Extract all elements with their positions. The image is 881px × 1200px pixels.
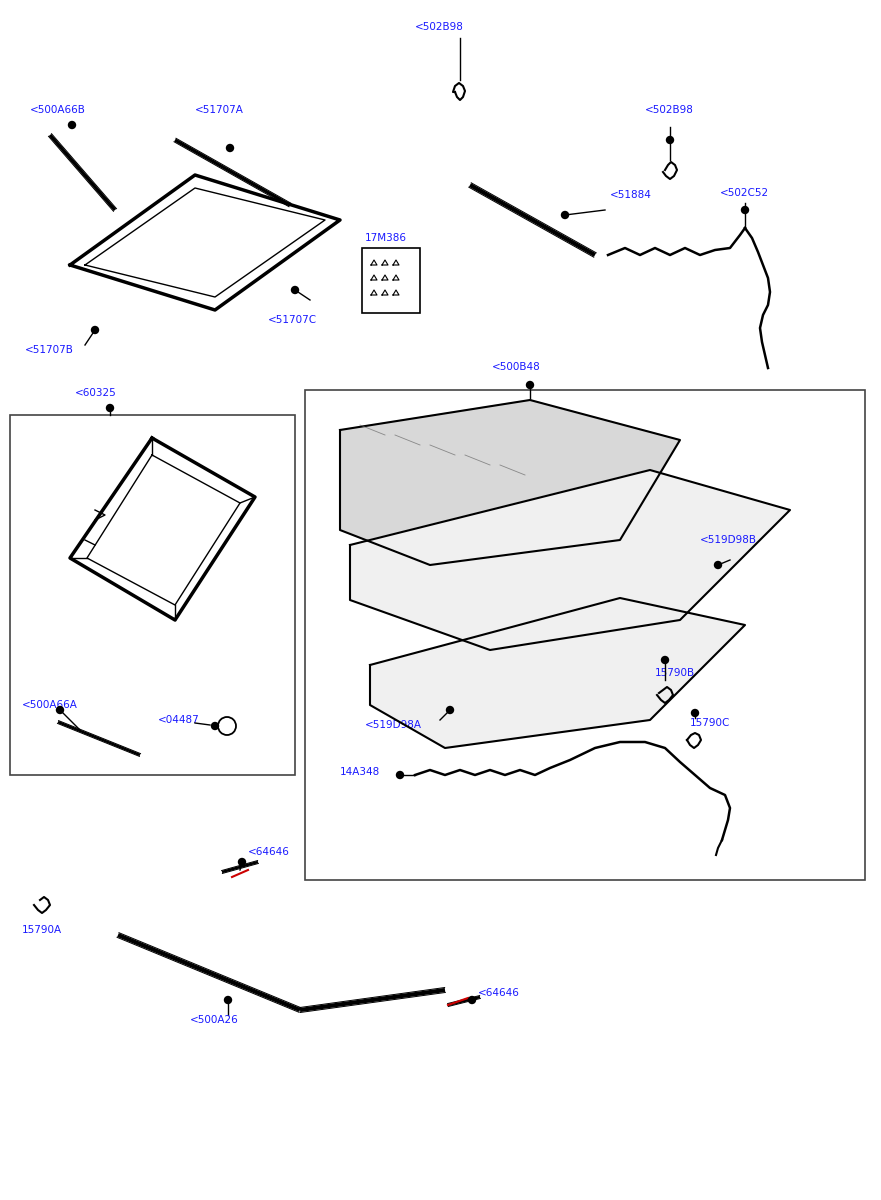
Text: <04487: <04487: [158, 715, 200, 725]
Circle shape: [447, 707, 454, 714]
Text: <502B98: <502B98: [645, 104, 694, 115]
Circle shape: [226, 144, 233, 151]
Text: <500B48: <500B48: [492, 362, 541, 372]
Bar: [305, 390, 865, 880]
Circle shape: [742, 206, 749, 214]
Text: <500A26: <500A26: [190, 1015, 239, 1025]
Circle shape: [107, 404, 114, 412]
Circle shape: [225, 996, 232, 1003]
Circle shape: [92, 326, 99, 334]
Circle shape: [662, 656, 669, 664]
Circle shape: [292, 287, 299, 294]
Text: <64646: <64646: [478, 988, 520, 998]
Circle shape: [69, 121, 76, 128]
Text: <51884: <51884: [610, 190, 652, 200]
Text: <519D98A: <519D98A: [365, 720, 422, 730]
Text: <500A66B: <500A66B: [30, 104, 85, 115]
Circle shape: [527, 382, 534, 389]
Circle shape: [211, 722, 218, 730]
Circle shape: [561, 211, 568, 218]
Text: 17M386: 17M386: [365, 233, 407, 242]
Polygon shape: [350, 470, 790, 650]
Bar: [362, 248, 420, 313]
Text: <64646: <64646: [248, 847, 290, 857]
Polygon shape: [370, 598, 745, 748]
Text: <500A66A: <500A66A: [22, 700, 78, 710]
Circle shape: [56, 707, 63, 714]
Text: <502B98: <502B98: [415, 22, 464, 32]
Circle shape: [692, 709, 699, 716]
Polygon shape: [340, 400, 680, 565]
Text: 14A348: 14A348: [340, 767, 381, 778]
Text: <51707C: <51707C: [268, 314, 317, 325]
Text: <519D98B: <519D98B: [700, 535, 757, 545]
Text: 15790A: 15790A: [22, 925, 63, 935]
Circle shape: [714, 562, 722, 569]
Circle shape: [667, 137, 673, 144]
Text: <51707A: <51707A: [195, 104, 244, 115]
Text: <502C52: <502C52: [720, 188, 769, 198]
Text: 15790B: 15790B: [655, 668, 695, 678]
Circle shape: [239, 858, 246, 865]
Text: 15790C: 15790C: [690, 718, 730, 728]
Bar: [10, 415, 295, 775]
Circle shape: [469, 996, 476, 1003]
Text: parts: parts: [363, 634, 519, 686]
Text: scuderia: scuderia: [315, 584, 567, 636]
Text: <60325: <60325: [75, 388, 117, 398]
Circle shape: [396, 772, 403, 779]
Text: <51707B: <51707B: [25, 346, 74, 355]
